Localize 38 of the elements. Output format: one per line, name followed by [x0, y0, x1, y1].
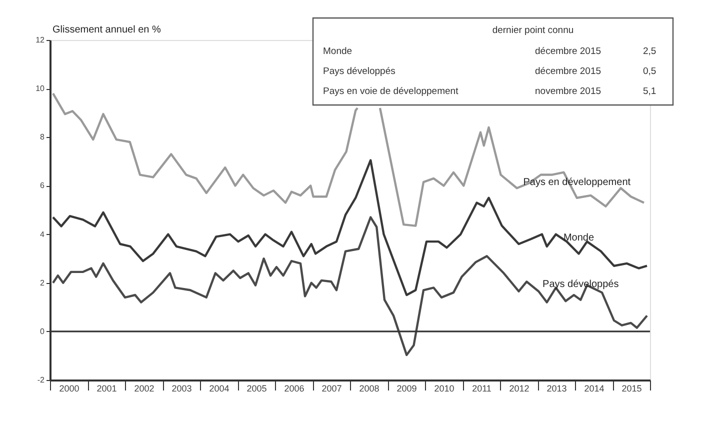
x-tick-label: 2003 — [172, 384, 192, 394]
x-tick-label: 2014 — [584, 384, 604, 394]
x-tick-label: 2010 — [434, 384, 454, 394]
y-tick-label: 6 — [40, 181, 46, 190]
x-tick-label: 2007 — [322, 384, 342, 394]
annotation: 0,5 — [643, 66, 656, 77]
text: dernier point connu — [492, 25, 574, 36]
x-tick-label: 2001 — [96, 384, 117, 394]
series-label: Pays développés — [542, 278, 619, 290]
x-tick-label: 2015 — [622, 384, 642, 394]
annotation: décembre 2015 — [535, 66, 602, 77]
series-label: Pays en développement — [523, 176, 631, 188]
y-tick-label: -2 — [37, 376, 46, 384]
x-tick-label: 2006 — [284, 384, 304, 394]
y-tick-label: 10 — [36, 84, 46, 94]
y-tick-label: 2 — [40, 278, 46, 288]
y-tick-label: 4 — [40, 230, 46, 239]
annotation: 2,5 — [643, 46, 656, 57]
x-tick-label: 2000 — [59, 384, 80, 394]
annotation: Pays développés — [323, 66, 396, 77]
y-tick-label: 0 — [40, 326, 46, 336]
x-tick-label: 2004 — [209, 384, 230, 394]
annotation: décembre 2015 — [535, 46, 602, 57]
y-tick-label: 12 — [36, 36, 46, 44]
y-axis-title: Glissement annuel en % — [52, 24, 161, 36]
x-tick-label: 2012 — [509, 384, 530, 394]
annotation: 5,1 — [643, 86, 656, 97]
series-label: Monde — [563, 232, 594, 244]
annotation: Pays en voie de développement — [323, 86, 459, 97]
x-tick-label: 2005 — [246, 384, 267, 394]
y-tick-label: 8 — [40, 132, 46, 142]
x-tick-label: 2009 — [396, 384, 417, 394]
x-tick-label: 2002 — [134, 384, 154, 394]
x-tick-label: 2011 — [472, 384, 492, 394]
annotation: novembre 2015 — [535, 86, 602, 97]
annotation: Monde — [323, 46, 352, 57]
x-tick-label: 2008 — [359, 384, 380, 394]
x-tick-label: 2013 — [546, 384, 567, 394]
